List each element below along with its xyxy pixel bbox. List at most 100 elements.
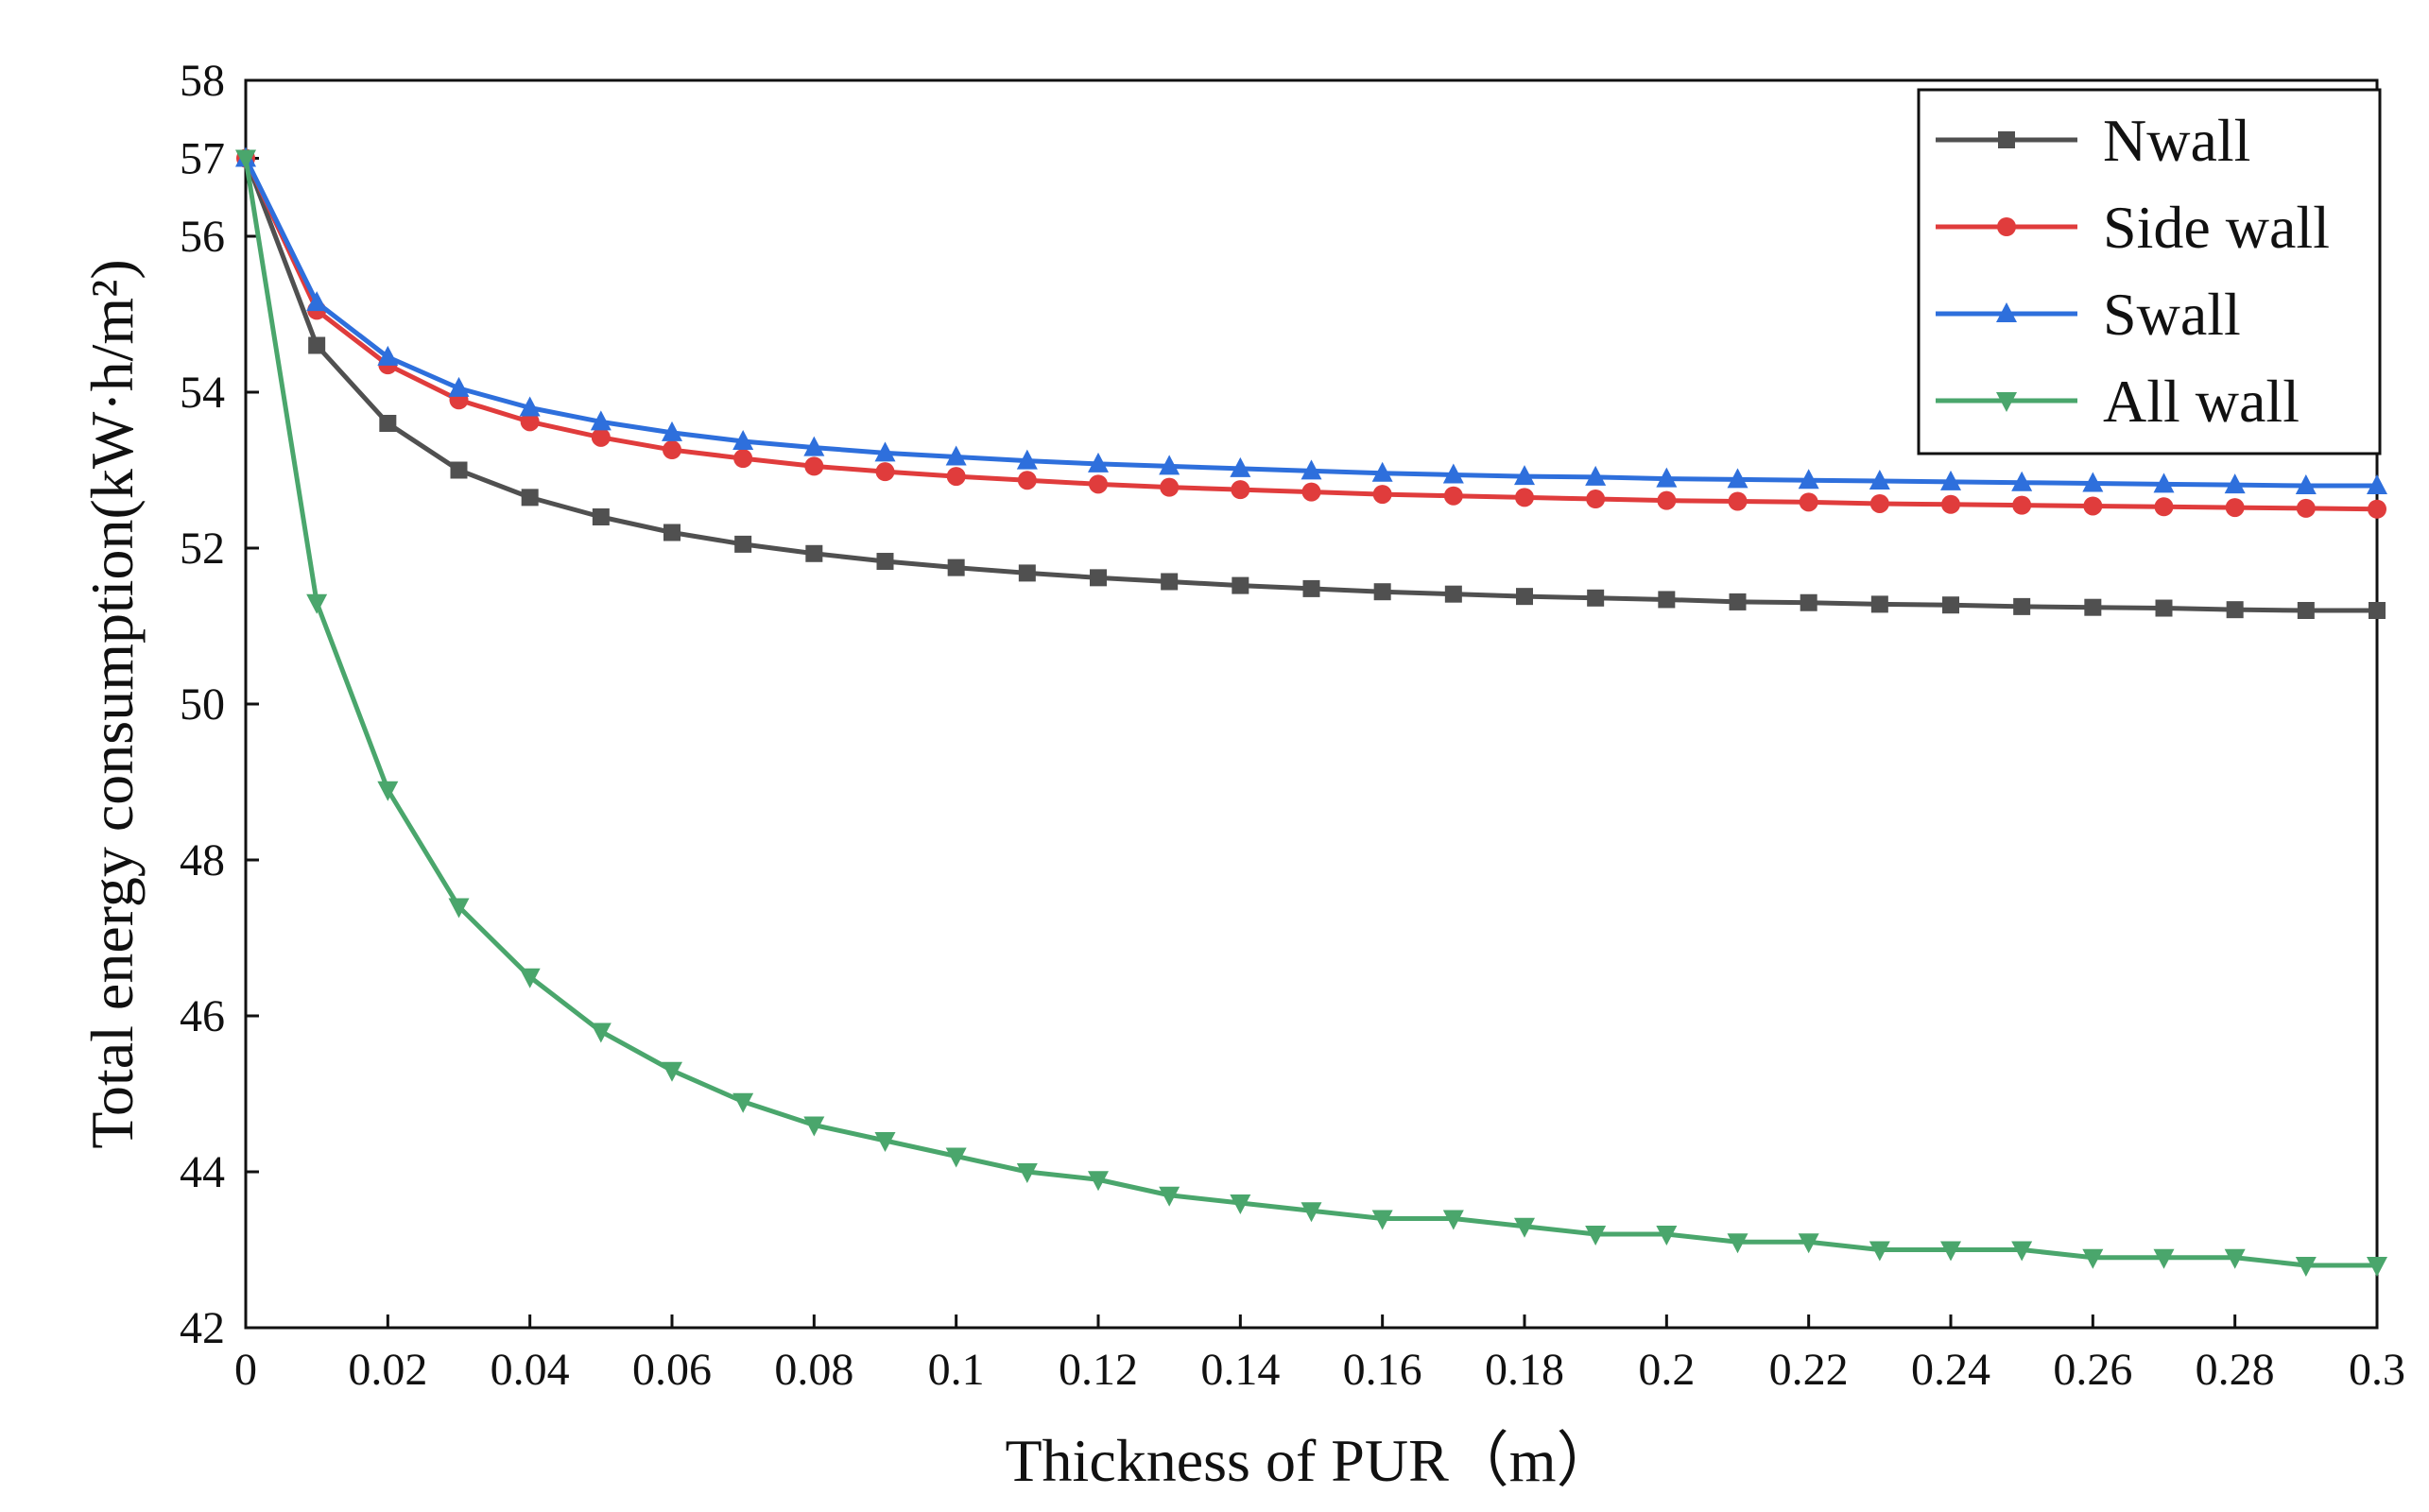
data-point-all-wall xyxy=(1727,1233,1749,1254)
y-tick-label: 56 xyxy=(180,212,225,262)
series-swall xyxy=(235,146,2387,494)
x-tick-label: 0.26 xyxy=(2053,1345,2132,1395)
legend-marker-swall xyxy=(1996,302,2017,322)
data-point-swall xyxy=(2295,474,2317,494)
data-point-side-wall xyxy=(1657,490,1677,510)
data-point-nwall xyxy=(1729,593,1747,610)
data-point-all-wall xyxy=(1230,1194,1251,1214)
data-point-nwall xyxy=(1800,593,1817,611)
data-point-all-wall xyxy=(235,149,256,170)
y-tick-label: 54 xyxy=(180,368,225,418)
data-point-all-wall xyxy=(377,781,399,801)
legend-marker-all-wall xyxy=(1996,392,2017,412)
data-point-all-wall xyxy=(1798,1233,1819,1254)
data-point-all-wall xyxy=(1442,1210,1464,1230)
data-point-swall xyxy=(1301,459,1322,480)
legend: Nwall Side wall Swall All wall xyxy=(1917,88,2382,455)
y-tick-label: 44 xyxy=(180,1147,225,1197)
x-tick-label: 0.24 xyxy=(1911,1345,1990,1395)
data-point-all-wall xyxy=(519,968,541,988)
data-point-swall xyxy=(1088,452,1109,472)
data-point-swall xyxy=(377,345,399,366)
data-point-nwall xyxy=(2013,597,2031,615)
data-point-nwall xyxy=(450,461,468,479)
data-point-all-wall xyxy=(2011,1241,2033,1262)
data-point-swall xyxy=(2082,472,2104,492)
data-point-all-wall xyxy=(306,593,328,614)
data-point-all-wall xyxy=(2367,1257,2387,1277)
data-point-side-wall xyxy=(2225,498,2245,518)
legend-label-nwall: Nwall xyxy=(2103,107,2250,174)
data-point-all-wall xyxy=(2224,1248,2246,1269)
data-point-swall xyxy=(1371,461,1393,482)
data-point-swall xyxy=(1940,470,1961,490)
data-point-all-wall xyxy=(1371,1210,1393,1230)
y-tick-label: 46 xyxy=(180,991,225,1041)
data-point-all-wall xyxy=(2153,1248,2175,1269)
data-point-swall xyxy=(519,396,541,417)
y-tick-label: 42 xyxy=(180,1303,225,1353)
x-tick-label: 0.22 xyxy=(1769,1345,1849,1395)
x-tick-label: 0 xyxy=(234,1345,257,1395)
data-point-swall xyxy=(1869,470,1890,490)
data-point-nwall xyxy=(1018,564,1036,582)
data-point-nwall xyxy=(1870,595,1888,613)
data-point-side-wall xyxy=(733,449,753,469)
data-point-all-wall xyxy=(2082,1248,2104,1269)
data-point-side-wall xyxy=(1231,480,1250,500)
data-point-swall xyxy=(1159,455,1180,475)
data-point-swall xyxy=(945,445,967,466)
data-point-side-wall xyxy=(1372,485,1392,505)
x-axis-title: Thickness of PUR（m） xyxy=(1005,1427,1616,1494)
y-tick-label: 52 xyxy=(180,524,225,574)
data-point-nwall xyxy=(2084,598,2102,616)
data-point-all-wall xyxy=(448,898,470,919)
x-tick-label: 0.1 xyxy=(928,1345,985,1395)
data-point-nwall xyxy=(734,535,752,553)
data-point-side-wall xyxy=(2083,496,2103,516)
x-tick-label: 0.08 xyxy=(774,1345,853,1395)
data-point-all-wall xyxy=(1159,1186,1180,1207)
data-point-swall xyxy=(1230,456,1251,477)
x-tick-label: 0.28 xyxy=(2196,1345,2275,1395)
data-point-all-wall xyxy=(1585,1226,1607,1246)
data-point-side-wall xyxy=(1728,491,1748,511)
data-point-side-wall xyxy=(1160,477,1180,497)
legend-label-all-wall: All wall xyxy=(2103,368,2300,435)
data-point-nwall xyxy=(1658,591,1676,609)
y-tick-label: 57 xyxy=(180,134,225,184)
data-point-nwall xyxy=(521,489,539,507)
legend-label-side-wall: Side wall xyxy=(2103,194,2330,261)
legend-marker-nwall xyxy=(1998,131,2015,148)
x-tick-label: 0.3 xyxy=(2349,1345,2405,1395)
data-point-side-wall xyxy=(1586,490,1606,509)
x-tick-label: 0.02 xyxy=(348,1345,427,1395)
data-point-all-wall xyxy=(662,1061,682,1082)
data-point-nwall xyxy=(1373,583,1391,601)
data-point-side-wall xyxy=(1301,482,1321,502)
data-point-swall xyxy=(1514,465,1535,486)
data-point-swall xyxy=(1727,468,1749,489)
data-point-side-wall xyxy=(1869,493,1889,513)
data-point-side-wall xyxy=(1017,471,1037,490)
series-nwall xyxy=(237,149,2386,619)
data-point-nwall xyxy=(308,336,326,354)
x-tick-label: 0.14 xyxy=(1200,1345,1280,1395)
series-layer xyxy=(235,146,2387,1277)
data-point-all-wall xyxy=(1514,1217,1535,1238)
data-point-swall xyxy=(1798,469,1819,490)
data-point-nwall xyxy=(805,544,823,562)
x-tick-label: 0.12 xyxy=(1059,1345,1138,1395)
data-point-swall xyxy=(803,436,825,456)
data-point-swall xyxy=(1016,449,1038,470)
data-point-all-wall xyxy=(1301,1202,1322,1223)
data-point-all-wall xyxy=(803,1116,825,1137)
data-point-swall xyxy=(2153,472,2175,493)
data-point-side-wall xyxy=(946,467,966,487)
data-point-side-wall xyxy=(875,462,895,482)
data-point-side-wall xyxy=(1941,494,1960,514)
data-point-side-wall xyxy=(663,440,681,460)
data-point-swall xyxy=(662,421,682,441)
x-tick-label: 0.04 xyxy=(491,1345,570,1395)
